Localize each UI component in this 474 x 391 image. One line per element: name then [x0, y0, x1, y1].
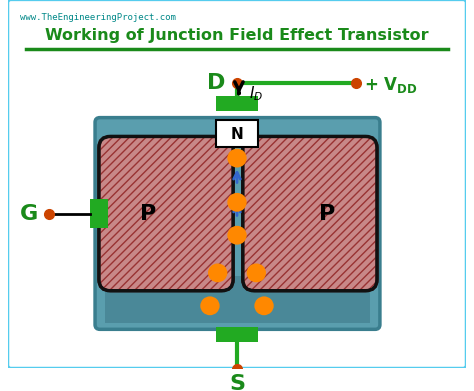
Text: www.TheEngineeringProject.com: www.TheEngineeringProject.com — [20, 13, 175, 22]
FancyBboxPatch shape — [216, 120, 258, 147]
Circle shape — [228, 226, 246, 245]
Bar — [216, 326, 258, 342]
Bar — [105, 276, 370, 323]
Text: G: G — [20, 204, 38, 224]
Text: S: S — [229, 374, 245, 391]
Text: D: D — [207, 73, 225, 93]
Circle shape — [228, 149, 246, 167]
Text: P: P — [140, 204, 156, 224]
FancyBboxPatch shape — [243, 136, 377, 291]
Text: $I_D$: $I_D$ — [248, 85, 263, 104]
Bar — [90, 199, 108, 228]
FancyBboxPatch shape — [99, 136, 233, 291]
Text: Working of Junction Field Effect Transistor: Working of Junction Field Effect Transis… — [45, 28, 429, 43]
Circle shape — [228, 193, 246, 212]
Text: P: P — [319, 204, 335, 224]
Text: + V$_{\mathbf{DD}}$: + V$_{\mathbf{DD}}$ — [364, 75, 417, 95]
Circle shape — [208, 264, 228, 282]
FancyBboxPatch shape — [95, 118, 380, 329]
Circle shape — [246, 264, 266, 282]
Text: N: N — [231, 127, 243, 142]
Bar — [216, 96, 258, 111]
Circle shape — [255, 296, 273, 315]
Circle shape — [201, 296, 219, 315]
